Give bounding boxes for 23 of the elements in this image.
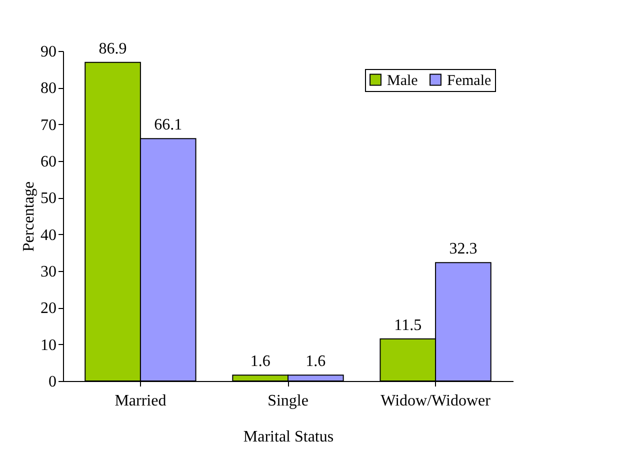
data-label: 86.9 — [98, 40, 127, 58]
y-tick-label: 60 — [40, 154, 56, 170]
data-label: 66.1 — [154, 116, 182, 134]
data-label: 1.6 — [306, 353, 326, 370]
x-tick-label: Single — [268, 392, 308, 410]
y-tick-label: 90 — [40, 44, 56, 60]
x-tick-label: Widow/Widower — [380, 392, 492, 410]
y-tick-label: 70 — [40, 116, 56, 134]
y-tick-label: 40 — [40, 226, 56, 244]
y-tick-label: 80 — [40, 80, 56, 98]
y-tick-label: 30 — [40, 264, 56, 280]
data-label: 1.6 — [250, 353, 270, 370]
y-tick-label: 0 — [48, 374, 56, 390]
x-tick-label: Married — [114, 392, 166, 410]
legend-label: Male — [387, 72, 418, 89]
y-tick-label: 20 — [40, 300, 56, 318]
data-label: 11.5 — [394, 316, 422, 334]
y-axis-title: Percentage — [20, 181, 38, 252]
x-axis-title: Marital Status — [243, 428, 334, 446]
data-label: 32.3 — [449, 240, 478, 258]
y-tick-label: 10 — [40, 336, 56, 354]
y-tick-label: 50 — [40, 190, 56, 208]
legend-label: Female — [447, 72, 492, 89]
